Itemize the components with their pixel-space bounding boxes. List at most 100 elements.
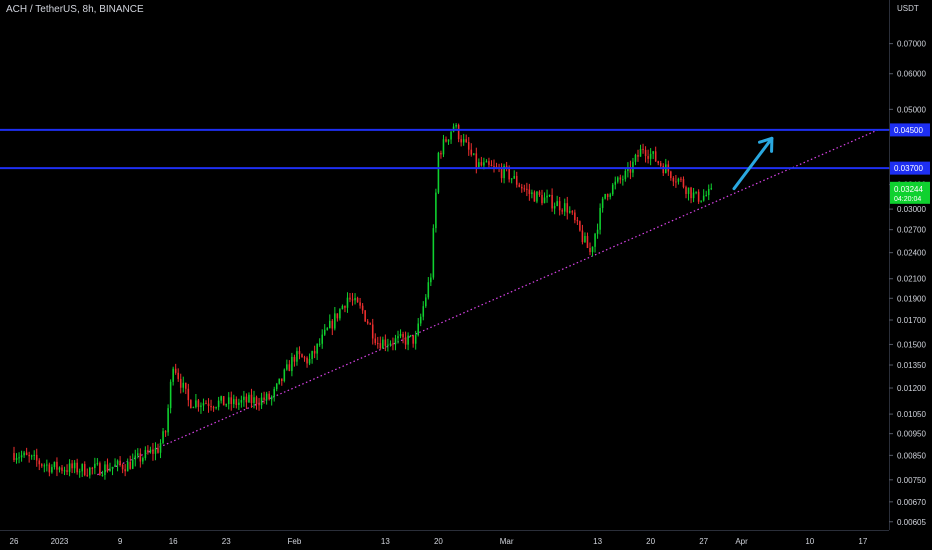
candle-body xyxy=(336,313,339,319)
candle-body xyxy=(614,181,617,185)
candle-body xyxy=(407,335,409,345)
candle-body xyxy=(563,203,566,212)
candle xyxy=(104,461,106,480)
x-tick-label: 16 xyxy=(169,537,178,546)
candle xyxy=(288,360,291,372)
candle-body xyxy=(46,464,48,466)
candle xyxy=(445,136,447,143)
candle xyxy=(339,308,341,321)
candle-body xyxy=(513,175,515,179)
candle xyxy=(331,319,334,336)
candle xyxy=(89,466,91,479)
candle-body xyxy=(179,378,182,388)
candle xyxy=(106,458,109,473)
x-tick-label: 2023 xyxy=(51,537,69,546)
candle-body xyxy=(670,171,672,178)
candle-body xyxy=(177,372,179,379)
candle-body xyxy=(478,162,480,168)
candle xyxy=(366,319,369,325)
candle-body xyxy=(382,339,384,349)
candle xyxy=(15,453,18,464)
candle xyxy=(369,322,371,325)
candle-body xyxy=(649,153,652,159)
candle-body xyxy=(523,188,526,190)
candle-body xyxy=(351,299,354,301)
candle-body xyxy=(624,170,627,180)
candle xyxy=(680,176,682,183)
candle xyxy=(622,175,624,186)
candle-body xyxy=(15,458,18,461)
candle xyxy=(566,196,569,220)
candle-body xyxy=(192,407,195,409)
candle xyxy=(240,395,243,408)
candle xyxy=(225,403,227,408)
candle xyxy=(83,461,86,477)
candle-body xyxy=(119,460,121,465)
candle-body xyxy=(594,233,596,247)
candle-body xyxy=(96,463,99,465)
candle xyxy=(134,449,137,467)
candle xyxy=(485,159,488,163)
candle xyxy=(139,448,142,468)
candle xyxy=(56,457,58,477)
candle xyxy=(131,453,134,470)
candle xyxy=(318,338,321,347)
candle xyxy=(235,396,238,409)
candle-body xyxy=(518,184,521,187)
candle-body xyxy=(303,357,306,359)
candle xyxy=(313,345,316,359)
candle xyxy=(48,462,51,477)
candle xyxy=(639,144,642,157)
candle-body xyxy=(94,463,96,469)
candle-body xyxy=(609,194,611,197)
y-tick-label: 0.01050 xyxy=(897,410,926,419)
candle xyxy=(435,188,437,233)
candle-body xyxy=(531,192,533,194)
candle-body xyxy=(379,343,382,349)
candle-body xyxy=(414,335,417,344)
candle-body xyxy=(402,333,404,338)
candle-body xyxy=(354,297,356,301)
candle-body xyxy=(697,191,700,202)
candle-body xyxy=(139,453,142,462)
candle xyxy=(430,273,432,287)
candle-body xyxy=(61,467,63,471)
last-price-countdown: 04:20:04 xyxy=(894,196,921,203)
candle-body xyxy=(586,236,589,248)
candle-body xyxy=(384,339,387,346)
candle xyxy=(599,203,601,235)
candle xyxy=(467,137,470,156)
candle-body xyxy=(233,399,235,405)
candle xyxy=(217,396,220,411)
candle xyxy=(147,445,149,455)
candle xyxy=(692,187,695,203)
candle-body xyxy=(142,458,144,462)
candle xyxy=(548,194,551,197)
candle-body xyxy=(566,203,569,213)
candle xyxy=(569,206,571,214)
candle-body xyxy=(558,201,561,211)
candle-body xyxy=(245,396,248,403)
candle-body xyxy=(526,188,528,190)
candle-body xyxy=(690,187,692,199)
candle-body xyxy=(258,404,260,406)
candle-body xyxy=(589,247,591,253)
candle-body xyxy=(296,351,298,362)
candle-body xyxy=(440,152,442,155)
candle-body xyxy=(265,393,268,400)
candle xyxy=(649,148,652,166)
x-tick-label: 27 xyxy=(699,537,708,546)
candle-body xyxy=(99,463,101,476)
candle xyxy=(389,340,392,347)
candle xyxy=(190,399,192,409)
candle xyxy=(205,400,207,405)
candle-body xyxy=(220,396,222,401)
candle xyxy=(561,208,563,215)
candle xyxy=(268,391,270,401)
candle-body xyxy=(652,151,654,154)
candle xyxy=(197,398,200,412)
candle-body xyxy=(490,164,493,167)
candle xyxy=(96,458,99,466)
